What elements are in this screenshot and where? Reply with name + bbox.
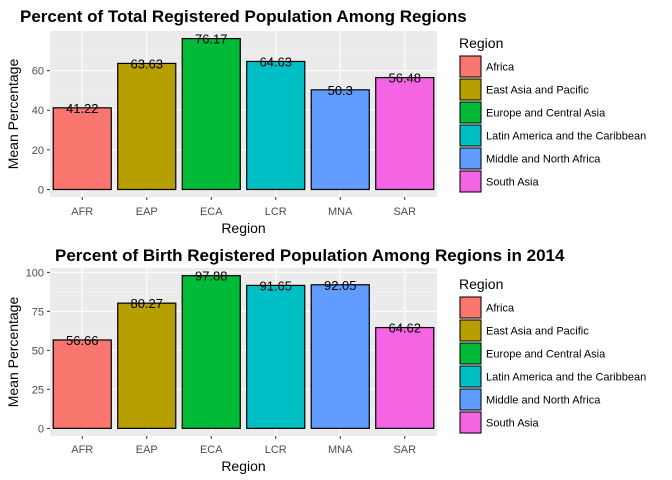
x-tick-label: LCR <box>265 206 287 218</box>
x-tick-label: AFR <box>71 206 93 218</box>
x-axis-title: Region <box>221 220 265 236</box>
legend-swatch <box>459 319 482 342</box>
legend-swatch <box>459 296 482 319</box>
chart-title: Percent of Total Registered Population A… <box>20 7 467 26</box>
legend-title: Region <box>459 276 503 292</box>
plot-background <box>50 268 437 436</box>
bar-eca <box>181 275 241 429</box>
data-label: 64.62 <box>388 321 421 336</box>
y-axis-title: Mean Percentage <box>5 59 21 170</box>
legend-entry: Europe and Central Asia <box>486 349 606 361</box>
chart-panel: Percent of Birth Registered Population A… <box>5 246 646 474</box>
y-tick-label: 60 <box>32 66 44 78</box>
legend-swatch <box>459 124 482 147</box>
legend-entry: East Asia and Pacific <box>486 326 589 338</box>
bar-afr <box>52 107 112 191</box>
x-axis-title: Region <box>221 458 265 474</box>
legend-swatch <box>459 170 482 193</box>
y-tick-label: 0 <box>38 184 44 196</box>
legend-swatch <box>459 365 482 388</box>
x-tick-label: EAP <box>136 444 158 456</box>
legend: Region Africa East Asia and Pacific Europe … <box>459 35 646 193</box>
y-axis-title: Mean Percentage <box>5 297 21 408</box>
legend-entry: Middle and North Africa <box>486 154 601 166</box>
bar-mna <box>310 284 370 429</box>
x-tick-label: MNA <box>328 206 353 218</box>
legend-entry: Latin America and the Caribbean <box>486 372 646 384</box>
x-tick-label: SAR <box>393 206 416 218</box>
legend-entry: Latin America and the Caribbean <box>486 131 646 143</box>
y-tick-label: 20 <box>32 145 44 157</box>
legend: Region Africa East Asia and Pacific Europe … <box>459 276 646 434</box>
data-label: 50.3 <box>328 83 353 98</box>
data-label: 63.63 <box>130 56 163 71</box>
y-tick-label: 100 <box>26 267 44 279</box>
bar-eca <box>181 37 241 191</box>
y-tick-label: 25 <box>32 384 44 396</box>
bar-mna <box>310 89 370 191</box>
chart-title: Percent of Birth Registered Population A… <box>55 246 565 265</box>
legend-swatch <box>459 78 482 101</box>
legend-entry: Africa <box>486 62 515 74</box>
x-tick-label: ECA <box>200 444 223 456</box>
legend-swatch <box>459 388 482 411</box>
data-label: 56.48 <box>388 71 421 86</box>
data-label: 92.05 <box>324 278 357 293</box>
bar-afr <box>52 339 112 429</box>
y-tick-label: 40 <box>32 105 44 117</box>
data-label: 80.27 <box>130 296 163 311</box>
bar-sar <box>375 326 435 429</box>
bar-lcr <box>246 60 306 191</box>
chart-panel: Percent of Total Registered Population A… <box>5 7 646 236</box>
y-tick-label: 0 <box>38 423 44 435</box>
data-label: 91.65 <box>259 278 292 293</box>
x-tick-label: MNA <box>328 444 353 456</box>
plot-background <box>50 31 437 197</box>
data-label: 97.88 <box>195 269 228 284</box>
bar-lcr <box>246 284 306 429</box>
legend-entry: South Asia <box>486 177 539 189</box>
legend-entry: Africa <box>486 303 515 315</box>
bar-eap <box>117 302 177 429</box>
data-label: 64.63 <box>259 54 292 69</box>
x-tick-label: AFR <box>71 444 93 456</box>
x-tick-label: ECA <box>200 206 223 218</box>
legend-entry: Europe and Central Asia <box>486 108 606 120</box>
y-tick-label: 75 <box>32 306 44 318</box>
legend-swatch <box>459 342 482 365</box>
bar-sar <box>375 76 435 191</box>
y-tick-label: 50 <box>32 345 44 357</box>
data-label: 76.17 <box>195 32 228 47</box>
data-label: 56.66 <box>66 333 99 348</box>
legend-swatch <box>459 55 482 78</box>
x-tick-label: SAR <box>393 444 416 456</box>
x-tick-label: LCR <box>265 444 287 456</box>
legend-swatch <box>459 411 482 434</box>
data-label: 41.22 <box>66 101 99 116</box>
legend-swatch <box>459 101 482 124</box>
x-tick-label: EAP <box>136 206 158 218</box>
legend-entry: Middle and North Africa <box>486 395 601 407</box>
bar-eap <box>117 62 177 191</box>
legend-entry: South Asia <box>486 418 539 430</box>
legend-swatch <box>459 147 482 170</box>
legend-entry: East Asia and Pacific <box>486 85 589 97</box>
legend-title: Region <box>459 35 503 51</box>
